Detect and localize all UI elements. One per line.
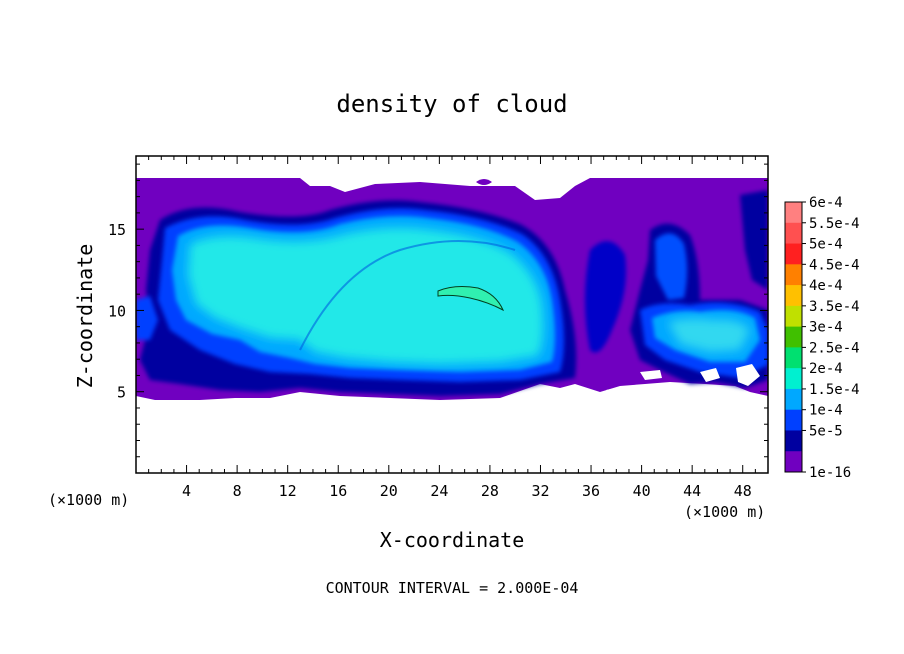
colorbar-swatch (785, 264, 802, 286)
x-unit-right: (×1000 m) (684, 503, 765, 521)
max-contour (437, 286, 505, 312)
colorbar-swatch (785, 430, 802, 452)
colorbar-swatch (785, 305, 802, 328)
x-tick-label: 36 (582, 482, 600, 500)
x-tick-label: 20 (380, 482, 398, 500)
colorbar-label: 5e-4 (809, 237, 843, 253)
x-tick-label: 4 (182, 482, 191, 500)
colorbar-swatch (785, 347, 802, 369)
field-dark-mid-right (585, 241, 627, 353)
colorbar-label: 4.5e-4 (809, 257, 860, 273)
y-tick-label: 15 (108, 221, 126, 239)
x-tick-label: 44 (683, 482, 701, 500)
field-blue-upper-right (655, 233, 687, 300)
x-unit-left: (×1000 m) (48, 491, 129, 509)
colorbar-swatch (785, 326, 802, 348)
x-tick-label: 28 (481, 482, 499, 500)
x-tick-label: 12 (279, 482, 297, 500)
field-blob-left (136, 184, 150, 220)
colorbar-label: 3e-4 (809, 320, 843, 336)
colorbar-label: 4e-4 (809, 278, 843, 294)
colorbar-swatch (785, 388, 802, 411)
colorbar-label: 2.5e-4 (809, 340, 860, 356)
x-axis-label: X-coordinate (380, 528, 525, 552)
x-tick-label: 8 (233, 482, 242, 500)
x-tick-label: 40 (633, 482, 651, 500)
colorbar-swatch (785, 368, 802, 390)
y-tick-label: 10 (108, 302, 126, 320)
x-tick-label: 16 (329, 482, 347, 500)
field-gaps (552, 170, 760, 396)
colorbar-label: 1e-16 (809, 465, 851, 481)
colorbar: 6e-4 5.5e-4 5e-4 4.5e-4 4e-4 3.5e-4 3e-4 2.5e-4… (784, 195, 860, 481)
colorbar-label: 5.5e-4 (809, 216, 860, 232)
colorbar-swatch (785, 451, 802, 473)
colorbar-label: 1e-4 (809, 403, 843, 419)
cloud-field (136, 170, 768, 400)
colorbar-label: 3.5e-4 (809, 299, 860, 315)
x-tick-label: 48 (734, 482, 752, 500)
colorbar-swatch (785, 202, 802, 224)
colorbar-label: 5e-5 (809, 423, 843, 439)
colorbar-label: 2e-4 (809, 361, 843, 377)
x-tick-label: 32 (531, 482, 549, 500)
colorbar-swatch (785, 409, 802, 431)
colorbar-swatch (785, 243, 802, 265)
arc-boundary (299, 240, 516, 351)
field-level-2e-4 (188, 227, 544, 364)
field-dark-edge-right (740, 190, 768, 290)
chart-title: density of cloud (336, 90, 567, 118)
y-tick-label: 5 (117, 384, 126, 402)
colorbar-label: 6e-4 (809, 195, 843, 211)
colorbar-label: 1.5e-4 (809, 382, 860, 398)
field-blue-left-edge (136, 296, 158, 340)
field-cyan-right (668, 318, 750, 352)
colorbar-swatch (785, 285, 802, 307)
field-blob-top (476, 179, 492, 185)
colorbar-frame (784, 201, 803, 473)
axis-ticks (136, 156, 768, 473)
contour-interval-footer: CONTOUR INTERVAL = 2.000E-04 (326, 579, 579, 597)
y-axis-label: Z-coordinate (73, 244, 97, 389)
colorbar-swatch (785, 222, 802, 245)
x-tick-label: 24 (430, 482, 448, 500)
